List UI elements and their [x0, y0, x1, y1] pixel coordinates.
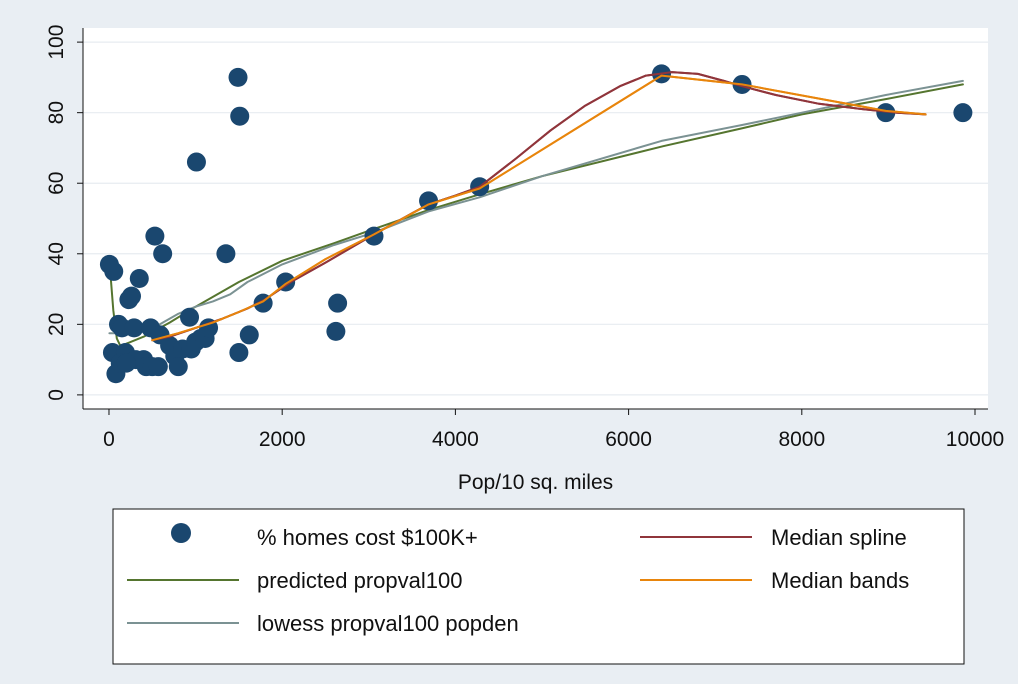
x-tick-label: 0	[103, 428, 115, 451]
scatter-point	[168, 357, 188, 377]
y-tick-label: 100	[45, 25, 68, 60]
legend-label: lowess propval100 popden	[257, 611, 519, 636]
scatter-point	[116, 353, 136, 373]
scatter-point	[186, 152, 206, 172]
scatter-point	[419, 191, 439, 211]
y-tick-label: 60	[45, 172, 68, 195]
scatter-point	[326, 321, 346, 341]
x-tick-label: 4000	[432, 428, 479, 451]
legend-box	[112, 508, 965, 665]
legend-layer: % homes cost $100K+ predicted propval100 l…	[112, 508, 965, 665]
x-tick-label: 2000	[259, 428, 306, 451]
series-layer	[99, 64, 973, 384]
scatter-point	[129, 268, 149, 288]
x-tick-label: 8000	[778, 428, 825, 451]
x-axis-title: Pop/10 sq. miles	[458, 471, 613, 494]
grid-layer	[83, 28, 988, 409]
scatter-point	[228, 67, 248, 87]
series-line-overlay-4	[151, 74, 927, 342]
scatter-point	[153, 244, 173, 264]
scatter-point	[148, 357, 168, 377]
scatter-point	[145, 226, 165, 246]
legend-label: Median spline	[771, 525, 907, 550]
scatter-point	[121, 286, 141, 306]
y-tick-label: 40	[45, 242, 68, 265]
y-tick-label: 80	[45, 101, 68, 124]
legend-key-marker	[171, 523, 191, 543]
scatter-point	[104, 261, 124, 281]
scatter-point	[953, 103, 973, 123]
legend-label: predicted propval100	[257, 568, 462, 593]
scatter-point	[180, 307, 200, 327]
y-tick-label: 20	[45, 313, 68, 336]
x-tick-label: 10000	[946, 428, 1004, 451]
scatter-point	[229, 343, 249, 363]
y-tick-label: 0	[45, 389, 68, 401]
scatter-point	[364, 226, 384, 246]
legend-label: % homes cost $100K+	[257, 525, 478, 550]
scatter-point	[876, 103, 896, 123]
legend-label: Median bands	[771, 568, 909, 593]
scatter-point	[216, 244, 236, 264]
axis-layer: 0 20 40 60 80 100 0 2000 4000 6000 8000 10000 Pop/10…	[45, 25, 1004, 494]
x-tick-label: 6000	[605, 428, 652, 451]
plot-area	[83, 28, 988, 409]
scatter-point	[230, 106, 250, 126]
scatter-point	[239, 325, 259, 345]
scatter-point	[124, 318, 144, 338]
scatter-point	[328, 293, 348, 313]
